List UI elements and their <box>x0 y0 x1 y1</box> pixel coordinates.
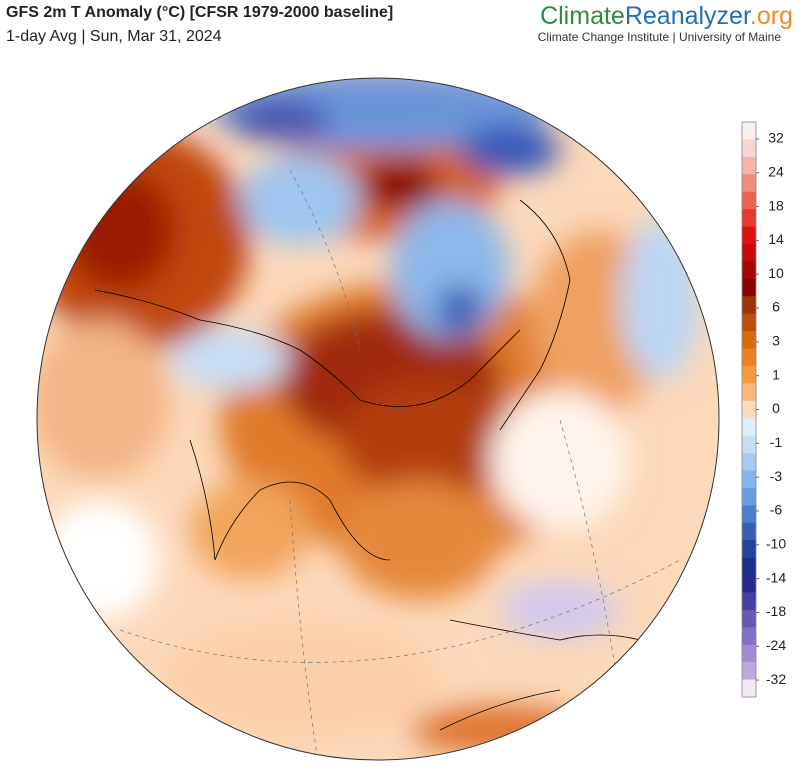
colorbar-swatch <box>742 400 756 419</box>
brand-name: ClimateReanalyzer.org <box>540 2 793 30</box>
colorbar-swatch <box>742 609 756 628</box>
colorbar-swatch <box>742 226 756 245</box>
colorbar-swatch <box>742 662 756 680</box>
colorbar-swatch <box>742 278 756 297</box>
title: GFS 2m T Anomaly (°C) [CFSR 1979-2000 ba… <box>6 4 393 21</box>
colorbar-label: 0 <box>772 400 780 416</box>
colorbar-label: 1 <box>772 366 780 382</box>
brand-part: .org <box>750 2 793 30</box>
colorbar-label: -6 <box>770 502 783 518</box>
colorbar-label: -1 <box>770 434 783 450</box>
colorbar-swatch <box>742 453 756 471</box>
colorbar-label: 10 <box>768 265 784 281</box>
anomaly-field <box>37 78 700 755</box>
colorbar-swatch <box>742 331 756 349</box>
colorbar-swatch <box>742 156 756 175</box>
colorbar-label: 14 <box>768 231 784 247</box>
colorbar-swatch <box>742 627 756 646</box>
colorbar-swatch <box>742 557 756 576</box>
colorbar-swatch <box>742 365 756 384</box>
colorbar-label: -14 <box>766 569 786 585</box>
colorbar-swatch <box>742 644 756 663</box>
colorbar-swatch <box>742 383 756 402</box>
colorbar-label: 24 <box>768 163 784 179</box>
colorbar-swatch <box>742 592 756 611</box>
colorbar-label: -3 <box>770 468 783 484</box>
colorbar-swatch <box>742 540 756 558</box>
colorbar-label: -18 <box>766 603 786 619</box>
colorbar-swatch <box>742 243 756 262</box>
colorbar-swatch <box>742 209 756 227</box>
colorbar-swatch <box>742 575 756 593</box>
colorbar-swatch <box>742 487 756 506</box>
colorbar-swatch <box>742 418 756 436</box>
subtitle: 1-day Avg | Sun, Mar 31, 2024 <box>6 28 222 45</box>
colorbar-swatch <box>742 522 756 541</box>
brand-part: Climate <box>540 2 625 30</box>
colorbar-swatch <box>742 261 756 280</box>
brand-part: Reanalyzer <box>625 2 751 30</box>
colorbar-label: 6 <box>772 299 780 315</box>
colorbar-label: -24 <box>766 637 786 653</box>
colorbar-label: 18 <box>768 197 784 213</box>
colorbar-swatch <box>742 174 756 192</box>
colorbar-swatch <box>742 296 756 314</box>
coastlines <box>94 199 641 731</box>
globe <box>37 78 719 760</box>
colorbar-swatch <box>742 122 756 140</box>
colorbar-swatch <box>742 191 756 210</box>
colorbar-label: -32 <box>766 671 786 687</box>
colorbar-label: 32 <box>768 130 784 146</box>
colorbar-swatch <box>742 313 756 332</box>
colorbar-swatch <box>742 348 756 367</box>
colorbar-swatch <box>742 139 756 158</box>
colorbar-label: 3 <box>772 333 780 349</box>
globe-outline <box>36 77 720 761</box>
colorbar-swatch <box>742 435 756 454</box>
colorbar-swatch <box>742 679 756 698</box>
colorbar-label: -10 <box>766 535 786 551</box>
brand-tagline: Climate Change Institute | University of… <box>538 30 782 44</box>
colorbar-swatch <box>742 505 756 524</box>
colorbar-swatch <box>742 470 756 489</box>
